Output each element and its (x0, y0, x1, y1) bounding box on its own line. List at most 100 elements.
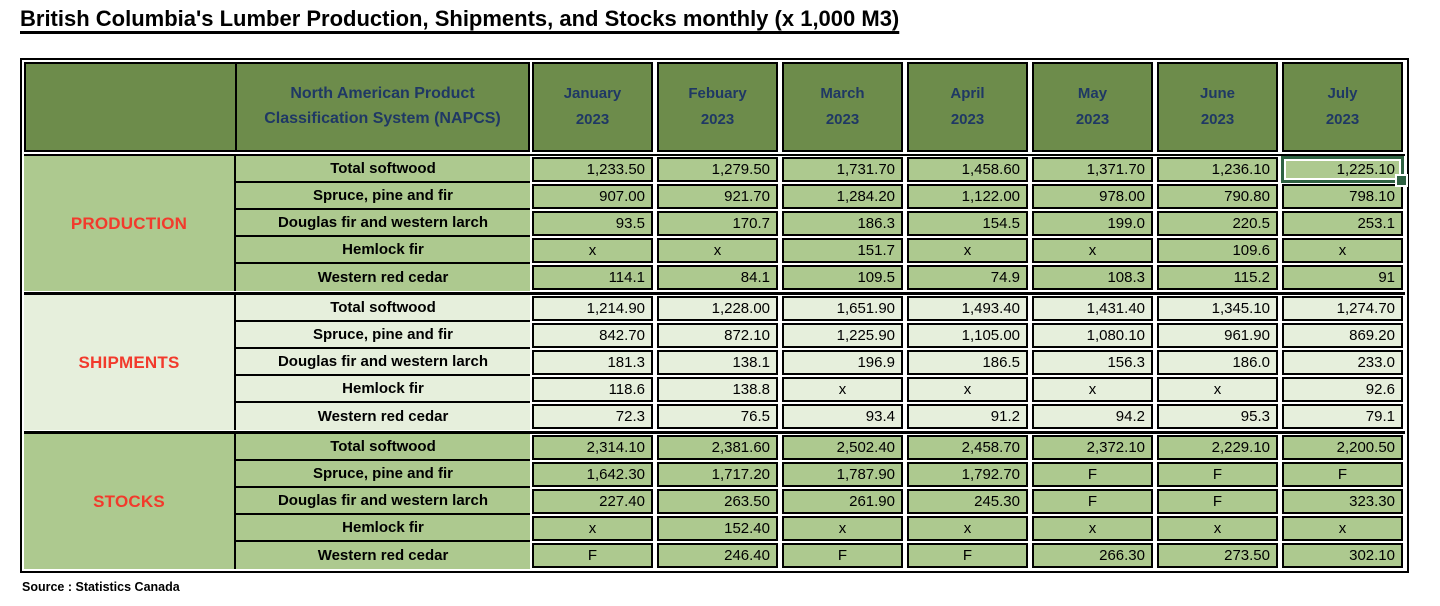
data-cell[interactable]: 798.10 (1282, 184, 1403, 209)
data-cell[interactable]: 93.5 (532, 211, 653, 236)
section-name-production[interactable]: PRODUCTION (24, 156, 236, 291)
data-cell[interactable]: 1,105.00 (907, 323, 1028, 348)
data-cell[interactable]: x (782, 516, 903, 541)
section-name-stocks[interactable]: STOCKS (24, 434, 236, 569)
data-cell[interactable]: 186.0 (1157, 350, 1278, 375)
napcs-header-cell[interactable]: North American Product Classification Sy… (236, 62, 530, 152)
month-header-april[interactable]: April 2023 (907, 62, 1028, 152)
data-cell[interactable]: 2,372.10 (1032, 435, 1153, 460)
data-cell[interactable]: 1,787.90 (782, 462, 903, 487)
data-cell[interactable]: 233.0 (1282, 350, 1403, 375)
data-cell[interactable]: 72.3 (532, 404, 653, 429)
data-cell[interactable]: 261.90 (782, 489, 903, 514)
data-cell[interactable]: 1,274.70 (1282, 296, 1403, 321)
data-cell[interactable]: 1,345.10 (1157, 296, 1278, 321)
selected-cell[interactable]: 1,225.10 (1281, 156, 1408, 187)
row-label[interactable]: Total softwood (236, 156, 530, 183)
data-cell[interactable]: 151.7 (782, 238, 903, 263)
month-header-march[interactable]: March 2023 (782, 62, 903, 152)
data-cell[interactable]: 79.1 (1282, 404, 1403, 429)
data-cell[interactable]: F (1157, 462, 1278, 487)
row-label[interactable]: Douglas fir and western larch (236, 210, 530, 237)
data-cell[interactable]: 961.90 (1157, 323, 1278, 348)
row-label[interactable]: Total softwood (236, 434, 530, 461)
data-cell[interactable]: 118.6 (532, 377, 653, 402)
data-cell[interactable]: 2,229.10 (1157, 435, 1278, 460)
data-cell[interactable]: x (782, 377, 903, 402)
data-cell[interactable]: 2,458.70 (907, 435, 1028, 460)
data-cell[interactable]: 109.5 (782, 265, 903, 290)
data-cell[interactable]: 109.6 (1157, 238, 1278, 263)
row-label[interactable]: Douglas fir and western larch (236, 488, 530, 515)
month-header-june[interactable]: June 2023 (1157, 62, 1278, 152)
data-cell[interactable]: 2,502.40 (782, 435, 903, 460)
data-cell[interactable]: 91.2 (907, 404, 1028, 429)
row-label[interactable]: Spruce, pine and fir (236, 461, 530, 488)
data-cell[interactable]: 921.70 (657, 184, 778, 209)
data-cell[interactable]: 273.50 (1157, 543, 1278, 568)
data-cell[interactable]: 84.1 (657, 265, 778, 290)
row-label[interactable]: Spruce, pine and fir (236, 183, 530, 210)
data-cell[interactable]: 1,792.70 (907, 462, 1028, 487)
data-cell[interactable]: x (1032, 377, 1153, 402)
data-cell[interactable]: 978.00 (1032, 184, 1153, 209)
data-cell[interactable]: 170.7 (657, 211, 778, 236)
data-cell[interactable]: F (782, 543, 903, 568)
data-cell[interactable]: 1,371.70 (1032, 157, 1153, 182)
data-cell[interactable]: 266.30 (1032, 543, 1153, 568)
month-header-may[interactable]: May 2023 (1032, 62, 1153, 152)
data-cell[interactable]: 186.3 (782, 211, 903, 236)
data-cell[interactable]: 2,200.50 (1282, 435, 1403, 460)
data-cell[interactable]: 138.8 (657, 377, 778, 402)
data-cell[interactable]: x (907, 516, 1028, 541)
data-cell[interactable]: x (1157, 377, 1278, 402)
data-cell[interactable]: F (1032, 489, 1153, 514)
data-cell[interactable]: 1,080.10 (1032, 323, 1153, 348)
data-cell[interactable]: 869.20 (1282, 323, 1403, 348)
row-label[interactable]: Douglas fir and western larch (236, 349, 530, 376)
data-cell[interactable]: 1,233.50 (532, 157, 653, 182)
data-cell[interactable]: 76.5 (657, 404, 778, 429)
data-cell[interactable]: 1,122.00 (907, 184, 1028, 209)
data-cell[interactable]: x (1282, 516, 1403, 541)
data-cell[interactable]: x (532, 516, 653, 541)
data-cell[interactable]: 1,717.20 (657, 462, 778, 487)
data-cell[interactable]: 1,225.90 (782, 323, 903, 348)
data-cell[interactable]: 1,236.10 (1157, 157, 1278, 182)
row-label[interactable]: Hemlock fir (236, 515, 530, 542)
data-cell[interactable]: 1,279.50 (657, 157, 778, 182)
row-label[interactable]: Spruce, pine and fir (236, 322, 530, 349)
month-header-febuary[interactable]: Febuary 2023 (657, 62, 778, 152)
data-cell[interactable]: 93.4 (782, 404, 903, 429)
data-cell[interactable]: 1,642.30 (532, 462, 653, 487)
data-cell[interactable]: x (657, 238, 778, 263)
data-cell[interactable]: 94.2 (1032, 404, 1153, 429)
data-cell[interactable]: 1,731.70 (782, 157, 903, 182)
data-cell[interactable]: 138.1 (657, 350, 778, 375)
data-cell[interactable]: 196.9 (782, 350, 903, 375)
data-cell[interactable]: 1,431.40 (1032, 296, 1153, 321)
data-cell[interactable]: 74.9 (907, 265, 1028, 290)
month-header-july[interactable]: July 2023 (1282, 62, 1403, 152)
data-cell[interactable]: 872.10 (657, 323, 778, 348)
data-cell[interactable]: 2,314.10 (532, 435, 653, 460)
data-cell[interactable]: 92.6 (1282, 377, 1403, 402)
data-cell[interactable]: F (532, 543, 653, 568)
data-cell[interactable]: 152.40 (657, 516, 778, 541)
data-cell[interactable]: 154.5 (907, 211, 1028, 236)
data-cell[interactable]: 186.5 (907, 350, 1028, 375)
data-cell[interactable]: 199.0 (1032, 211, 1153, 236)
data-cell[interactable]: 907.00 (532, 184, 653, 209)
data-cell[interactable]: 790.80 (1157, 184, 1278, 209)
data-cell[interactable]: x (532, 238, 653, 263)
data-cell[interactable]: 108.3 (1032, 265, 1153, 290)
data-cell[interactable]: x (1157, 516, 1278, 541)
data-cell[interactable]: x (907, 238, 1028, 263)
data-cell[interactable]: F (907, 543, 1028, 568)
data-cell[interactable]: 302.10 (1282, 543, 1403, 568)
data-cell[interactable]: x (907, 377, 1028, 402)
row-label[interactable]: Hemlock fir (236, 237, 530, 264)
data-cell[interactable]: 2,381.60 (657, 435, 778, 460)
data-cell[interactable]: x (1032, 516, 1153, 541)
data-cell[interactable]: x (1032, 238, 1153, 263)
